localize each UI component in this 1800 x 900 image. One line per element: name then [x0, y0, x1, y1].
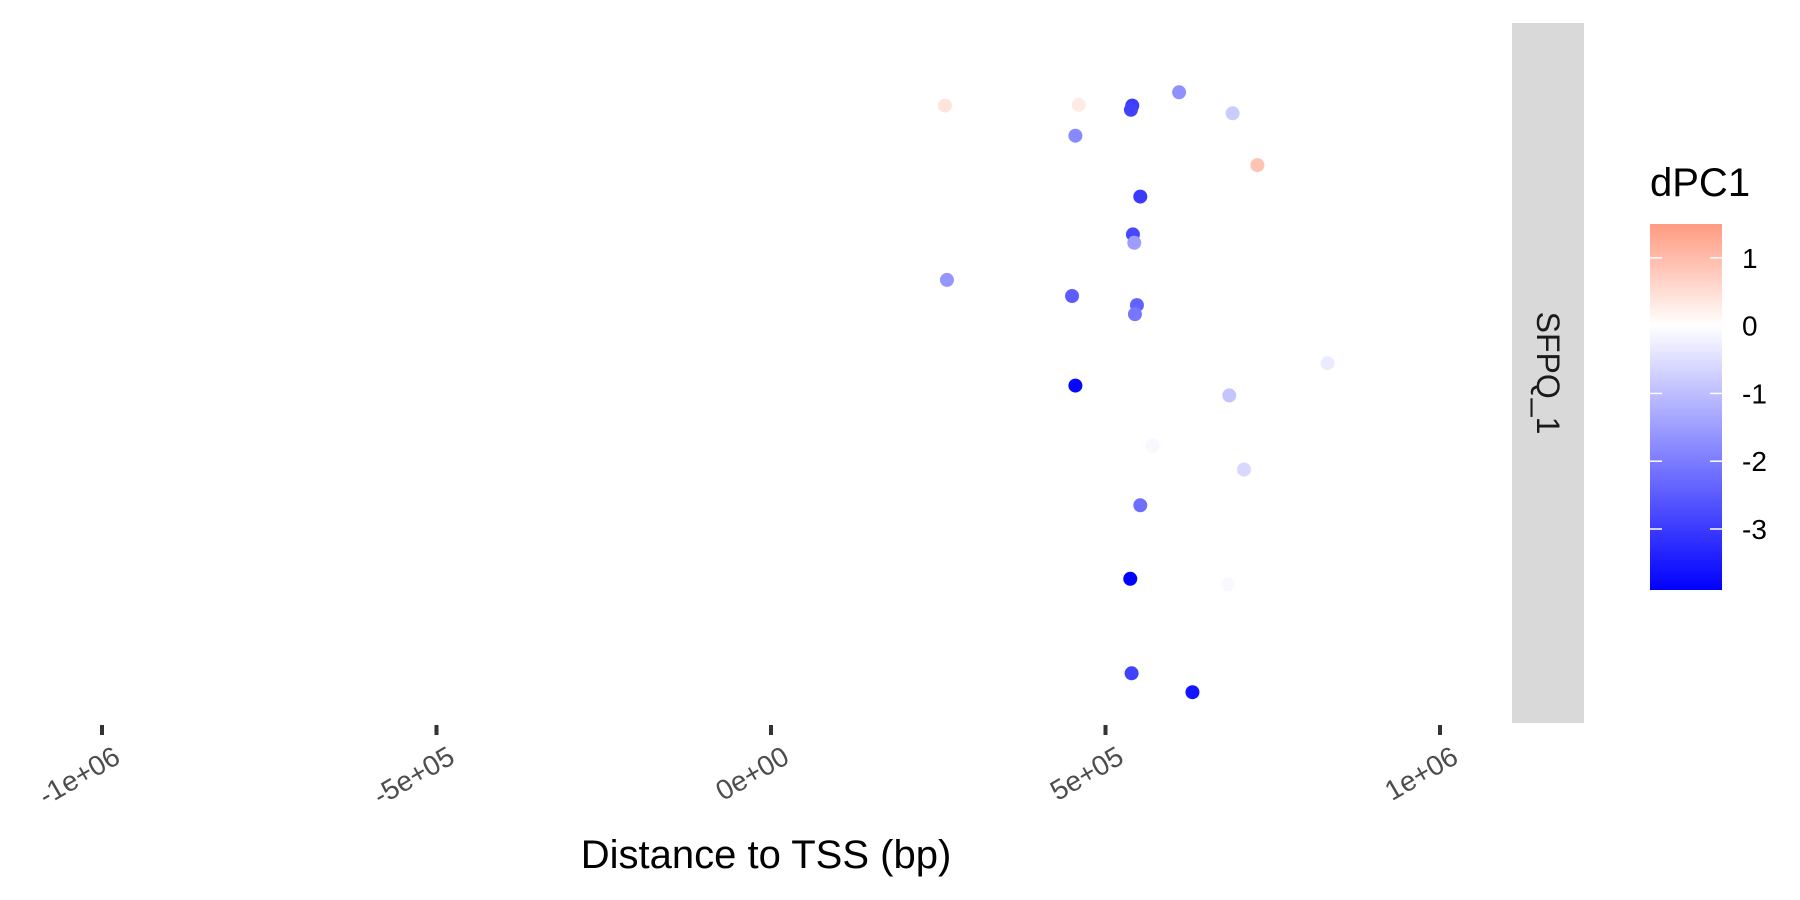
data-point	[1133, 498, 1148, 513]
legend-tick-label: -1	[1742, 378, 1767, 409]
data-point	[1320, 356, 1335, 371]
data-point	[1068, 128, 1083, 143]
x-tick-label: 1e+06	[1379, 740, 1463, 806]
x-tick-label: 0e+00	[710, 740, 794, 806]
data-point	[1236, 462, 1251, 477]
data-point	[1185, 685, 1200, 700]
x-tick-label: 5e+05	[1045, 740, 1129, 806]
data-point	[1127, 307, 1142, 322]
x-tick-label: -5e+05	[368, 740, 460, 811]
data-point	[1123, 571, 1138, 586]
data-point	[1222, 388, 1237, 403]
facet-strip: SFPQ_1	[1512, 23, 1584, 723]
data-point	[1133, 189, 1148, 204]
data-point	[1220, 577, 1235, 592]
legend-tick-label: -2	[1742, 446, 1767, 477]
data-point	[1071, 97, 1086, 112]
data-point	[1145, 438, 1160, 453]
data-point	[1124, 666, 1139, 681]
legend-tick-label: -3	[1742, 514, 1767, 545]
data-point	[1172, 85, 1187, 100]
legend-tick-label: 1	[1742, 243, 1758, 274]
data-point	[937, 98, 952, 113]
legend-tick-label: 0	[1742, 311, 1758, 342]
legend-title: dPC1	[1650, 161, 1750, 205]
data-point	[1065, 289, 1080, 303]
data-point	[1123, 102, 1138, 117]
data-point	[1225, 106, 1240, 121]
facet-strip-label: SFPQ_1	[1530, 312, 1566, 435]
facet-strip-background	[1512, 23, 1584, 723]
color-legend: dPC1 1 0 -1 -2 -3	[1650, 161, 1767, 590]
x-axis: -1e+06 -5e+05 0e+00 5e+05 1e+06	[33, 725, 1463, 811]
legend-ticks: 1 0 -1 -2 -3	[1650, 243, 1767, 545]
data-point	[1127, 235, 1142, 250]
points-layer	[937, 85, 1335, 700]
x-tick-label: -1e+06	[33, 740, 125, 811]
x-axis-title: Distance to TSS (bp)	[581, 833, 952, 877]
legend-colorbar	[1650, 224, 1722, 590]
data-point	[1250, 158, 1265, 173]
data-point	[939, 272, 954, 287]
data-point	[1068, 378, 1083, 393]
